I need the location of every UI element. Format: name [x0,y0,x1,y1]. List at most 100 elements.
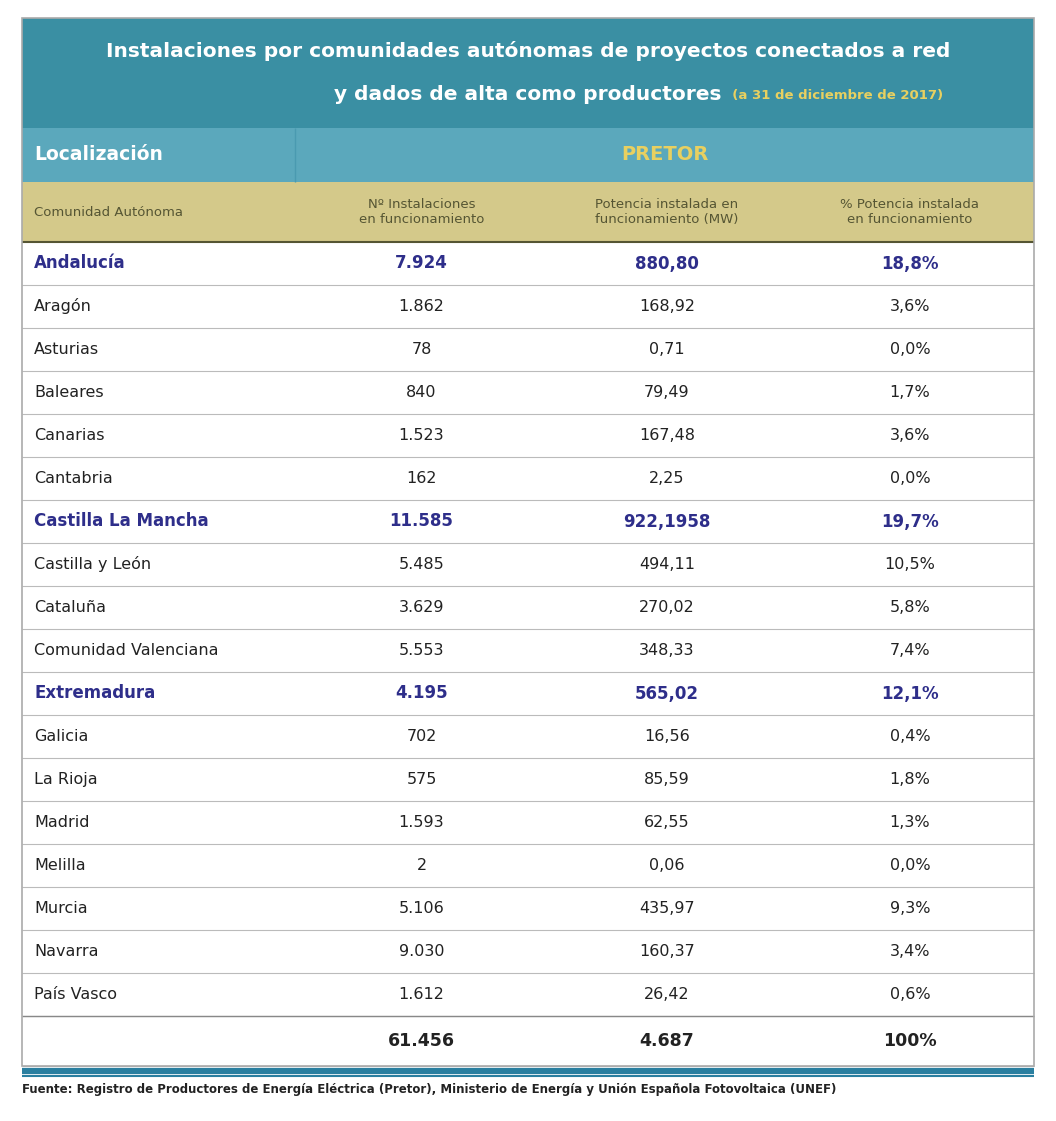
Text: y dados de alta como productores: y dados de alta como productores [335,85,721,104]
Text: Instalaciones por comunidades autónomas de proyectos conectados a red: Instalaciones por comunidades autónomas … [106,41,950,61]
Text: 880,80: 880,80 [635,254,699,272]
Text: Galicia: Galicia [34,729,89,744]
Bar [22,1016,1034,1066]
Text: 5.485: 5.485 [398,557,445,572]
Bar [22,18,1034,128]
Text: PRETOR: PRETOR [621,146,709,165]
Text: Aragón: Aragón [34,298,92,315]
Text: Comunidad Valenciana: Comunidad Valenciana [34,643,219,658]
Text: 1,8%: 1,8% [889,772,930,787]
Bar [22,182,1034,242]
Text: 11.585: 11.585 [390,512,453,530]
Text: Murcia: Murcia [34,901,88,916]
Text: 0,0%: 0,0% [890,342,930,356]
Bar [22,802,1034,844]
Text: 7,4%: 7,4% [890,643,930,658]
Bar [22,457,1034,500]
Text: 0,6%: 0,6% [890,986,930,1002]
Text: 840: 840 [407,385,437,400]
Text: 4.687: 4.687 [640,1032,695,1050]
Text: Andalucía: Andalucía [34,254,126,272]
Bar [22,242,1034,285]
Text: 9,3%: 9,3% [890,901,930,916]
Text: 1,3%: 1,3% [890,815,930,830]
Text: 16,56: 16,56 [644,729,690,744]
Text: 922,1958: 922,1958 [623,512,711,530]
Text: 0,0%: 0,0% [890,858,930,873]
Text: Castilla y León: Castilla y León [34,556,151,573]
Text: La Rioja: La Rioja [34,772,97,787]
Text: 3.629: 3.629 [399,600,445,615]
Text: 18,8%: 18,8% [882,254,939,272]
Bar [22,414,1034,457]
Bar [22,887,1034,930]
Text: 78: 78 [412,342,432,356]
Text: País Vasco: País Vasco [34,986,117,1002]
Text: Canarias: Canarias [34,428,105,443]
Text: 3,4%: 3,4% [890,944,930,958]
Text: Comunidad Autónoma: Comunidad Autónoma [34,205,183,219]
Text: Nº Instalaciones
en funcionamiento: Nº Instalaciones en funcionamiento [359,198,485,226]
Text: Castilla La Mancha: Castilla La Mancha [34,512,209,530]
Text: 19,7%: 19,7% [881,512,939,530]
Bar [22,715,1034,758]
Text: Cantabria: Cantabria [34,471,113,487]
Text: 5.553: 5.553 [399,643,445,658]
Text: Extremadura: Extremadura [34,685,155,703]
Text: 160,37: 160,37 [639,944,695,958]
Text: 5,8%: 5,8% [889,600,930,615]
Text: 1,7%: 1,7% [889,385,930,400]
Bar [22,586,1034,629]
Text: 2,25: 2,25 [649,471,684,487]
Text: Localización: Localización [34,146,163,165]
Text: 1.593: 1.593 [399,815,445,830]
Text: 435,97: 435,97 [639,901,695,916]
Text: 0,06: 0,06 [649,858,684,873]
Bar [22,629,1034,671]
Text: 0,4%: 0,4% [890,729,930,744]
Bar [22,371,1034,414]
Bar [22,500,1034,543]
Text: 1.862: 1.862 [398,299,445,314]
Text: 348,33: 348,33 [639,643,695,658]
Text: Melilla: Melilla [34,858,86,873]
Text: 10,5%: 10,5% [885,557,936,572]
Text: 62,55: 62,55 [644,815,690,830]
Text: 79,49: 79,49 [644,385,690,400]
Text: 565,02: 565,02 [635,685,699,703]
Text: 4.195: 4.195 [395,685,448,703]
Text: 85,59: 85,59 [644,772,690,787]
Text: 12,1%: 12,1% [881,685,939,703]
Bar [22,543,1034,586]
Bar [22,844,1034,887]
Text: 5.106: 5.106 [398,901,445,916]
Text: 100%: 100% [883,1032,937,1050]
Text: 7.924: 7.924 [395,254,448,272]
Text: Potencia instalada en
funcionamiento (MW): Potencia instalada en funcionamiento (MW… [596,198,739,226]
Text: 494,11: 494,11 [639,557,695,572]
Text: 26,42: 26,42 [644,986,690,1002]
Text: 1.612: 1.612 [398,986,445,1002]
Text: 3,6%: 3,6% [890,299,930,314]
Text: Navarra: Navarra [34,944,98,958]
Text: Baleares: Baleares [34,385,103,400]
Text: 270,02: 270,02 [639,600,695,615]
Text: 0,0%: 0,0% [890,471,930,487]
Text: 162: 162 [407,471,437,487]
Bar [22,285,1034,328]
Text: 9.030: 9.030 [399,944,445,958]
Bar [22,328,1034,371]
Bar [22,973,1034,1016]
Bar [22,671,1034,715]
Text: 167,48: 167,48 [639,428,695,443]
Text: 575: 575 [407,772,437,787]
Text: 702: 702 [407,729,437,744]
Bar [22,128,1034,182]
Text: Madrid: Madrid [34,815,90,830]
Text: % Potencia instalada
en funcionamiento: % Potencia instalada en funcionamiento [841,198,980,226]
Text: Fuente: Registro de Productores de Energía Eléctrica (Pretor), Ministerio de Ene: Fuente: Registro de Productores de Energ… [22,1083,836,1095]
Bar [22,758,1034,802]
Text: 168,92: 168,92 [639,299,695,314]
Text: 1.523: 1.523 [399,428,445,443]
Text: (a 31 de diciembre de 2017): (a 31 de diciembre de 2017) [723,89,943,102]
